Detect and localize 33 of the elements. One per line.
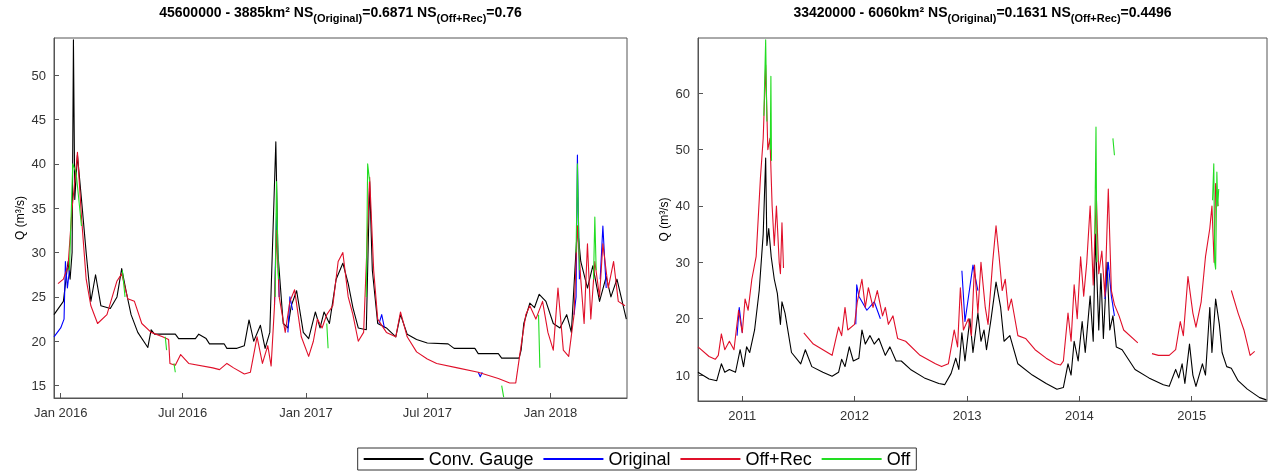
y-tick-label: 40 (675, 198, 690, 214)
chart-title: 33420000 - 6060km² NS$_{(Original)}$=0.1631 NS$_{(Off+Rec)}$=0.4496 (793, 4, 1172, 24)
y-tick-label: 25 (31, 289, 46, 305)
chart-title: 45600000 - 3885km² NS$_{(Original)}$=0.6871 NS$_{(Off+Rec)}$=0.76 (159, 4, 522, 24)
x-tick-label: Jul 2016 (158, 405, 208, 420)
y-axis-title: Q (m³/s) (13, 196, 27, 240)
y-tick-label: 20 (675, 311, 690, 327)
y-tick-label: 60 (675, 85, 690, 101)
y-tick-label: 45 (31, 112, 46, 128)
y-tick-label: 50 (31, 67, 46, 83)
x-tick-label: 2014 (1064, 408, 1094, 423)
y-tick-label: 15 (31, 378, 46, 394)
x-tick-label: Jan 2016 (33, 405, 88, 420)
x-tick-label: Jul 2017 (402, 405, 452, 420)
legend-label: Original (608, 449, 671, 469)
legend-label: Off (886, 449, 912, 469)
x-tick-label: 2011 (728, 408, 757, 423)
y-tick-label: 50 (675, 142, 690, 158)
x-tick-label: 2015 (1177, 408, 1207, 423)
y-tick-label: 10 (675, 367, 690, 383)
line-series (53, 39, 627, 359)
x-tick-label: 2012 (840, 408, 870, 423)
x-tick-label: Jan 2017 (279, 405, 333, 420)
legend-label: Conv. Gauge (428, 449, 534, 469)
y-tick-label: 40 (31, 156, 46, 172)
y-tick-label: 30 (675, 254, 690, 270)
y-axis-title: Q (m³/s) (657, 197, 671, 242)
y-tick-label: 30 (31, 245, 46, 261)
x-tick-label: Jan 2018 (523, 405, 578, 420)
y-tick-label: 20 (31, 333, 46, 349)
legend-label: Off+Rec (745, 449, 812, 469)
x-tick-label: 2013 (952, 408, 982, 423)
y-tick-label: 35 (31, 200, 46, 216)
